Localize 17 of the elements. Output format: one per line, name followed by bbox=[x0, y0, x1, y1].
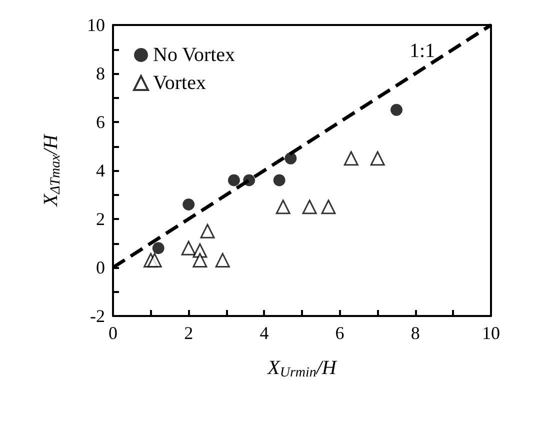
y-tick-label: 0 bbox=[96, 258, 105, 278]
annotation: 1:1 bbox=[409, 40, 436, 62]
x-tick-label: 6 bbox=[335, 323, 344, 343]
y-tick-label: 10 bbox=[87, 15, 105, 35]
x-tick-label: 8 bbox=[410, 323, 420, 343]
y-tick-label: 6 bbox=[96, 112, 105, 132]
y-tick-label: 2 bbox=[96, 209, 105, 229]
x-tick-label: 4 bbox=[260, 323, 269, 343]
y-axis-title: XΔTmax/H bbox=[40, 133, 64, 208]
x-tick-label: 2 bbox=[184, 323, 194, 343]
legend-label: Vortex bbox=[153, 72, 206, 94]
y-tick-label: 4 bbox=[96, 160, 105, 180]
legend-label: No Vortex bbox=[153, 44, 236, 66]
y-tick-label: -2 bbox=[90, 306, 105, 326]
y-tick-label: 8 bbox=[96, 64, 105, 84]
x-tick-label: 0 bbox=[108, 323, 118, 343]
x-tick-label: 10 bbox=[482, 323, 500, 343]
